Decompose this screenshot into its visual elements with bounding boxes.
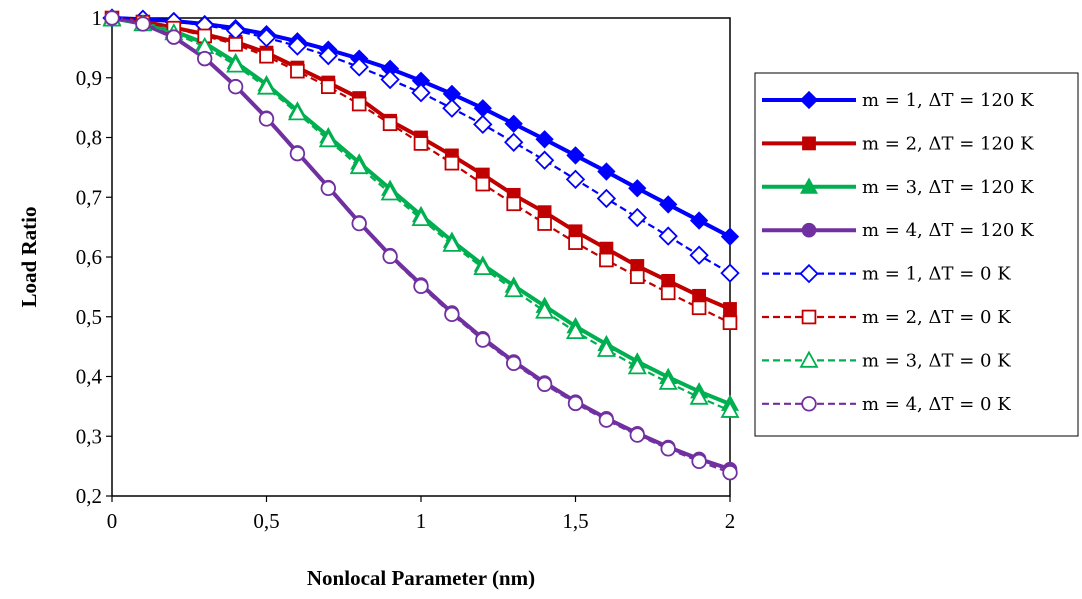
y-tick-label: 0,9 (76, 66, 102, 90)
circle-marker (569, 397, 583, 411)
circle-marker (198, 52, 212, 66)
legend-label: m = 3, ΔT = 120 K (862, 177, 1034, 198)
square-marker (803, 311, 816, 324)
square-marker (322, 80, 335, 93)
y-axis: 0,2 0,3 0,4 0,5 0,6 0,7 0,8 0,9 1 (76, 6, 112, 508)
circle-marker (723, 466, 737, 480)
legend-label: m = 2, ΔT = 120 K (862, 133, 1034, 154)
square-marker (569, 236, 582, 249)
x-tick-label: 2 (725, 509, 736, 533)
square-marker (260, 50, 273, 63)
circle-marker (291, 147, 305, 161)
y-tick-label: 0,5 (76, 305, 102, 329)
circle-marker (260, 112, 274, 126)
circle-marker (476, 333, 490, 347)
circle-marker (322, 181, 336, 195)
legend-label: m = 1, ΔT = 120 K (862, 90, 1034, 111)
circle-marker (692, 455, 706, 469)
circle-marker (661, 442, 675, 456)
square-marker (384, 117, 397, 130)
y-tick-label: 0,7 (76, 185, 102, 209)
x-tick-label: 0,5 (253, 509, 279, 533)
x-axis-title: Nonlocal Parameter (nm) (307, 566, 535, 590)
y-axis-title: Load Ratio (17, 207, 41, 308)
square-marker (538, 217, 551, 230)
square-marker (662, 275, 674, 287)
circle-marker (802, 397, 816, 411)
y-tick-label: 1 (92, 6, 103, 30)
circle-marker (383, 250, 397, 264)
circle-marker (445, 308, 459, 322)
y-tick-label: 0,3 (76, 424, 102, 448)
circle-marker (600, 413, 614, 427)
circle-marker (105, 11, 119, 25)
circle-marker (229, 80, 243, 94)
circle-marker (538, 377, 552, 391)
legend-label: m = 4, ΔT = 0 K (862, 394, 1011, 415)
square-marker (631, 270, 644, 283)
circle-marker (352, 217, 366, 231)
square-marker (476, 178, 489, 191)
square-marker (693, 301, 706, 314)
circle-marker (414, 279, 428, 293)
square-marker (724, 303, 736, 315)
legend-label: m = 3, ΔT = 0 K (862, 350, 1011, 371)
square-marker (446, 157, 459, 170)
square-marker (507, 197, 520, 210)
square-marker (291, 65, 304, 78)
square-marker (229, 38, 242, 51)
square-marker (803, 137, 815, 149)
circle-marker (631, 428, 645, 442)
circle-marker (136, 17, 150, 31)
x-tick-label: 0 (107, 509, 118, 533)
square-marker (662, 286, 675, 299)
square-marker (724, 316, 737, 329)
square-marker (600, 254, 613, 267)
circle-marker (803, 224, 816, 237)
square-marker (415, 137, 428, 150)
x-tick-label: 1,5 (562, 509, 588, 533)
y-tick-label: 0,4 (76, 365, 103, 389)
x-axis: 0 0,5 1 1,5 2 (107, 496, 736, 533)
y-tick-label: 0,8 (76, 126, 102, 150)
square-marker (693, 290, 705, 302)
square-marker (353, 98, 366, 111)
circle-marker (167, 30, 181, 44)
y-tick-label: 0,6 (76, 245, 102, 269)
circle-marker (507, 357, 521, 371)
x-tick-label: 1 (416, 509, 427, 533)
y-tick-label: 0,2 (76, 484, 102, 508)
legend-label: m = 2, ΔT = 0 K (862, 307, 1011, 328)
legend-label: m = 1, ΔT = 0 K (862, 264, 1011, 285)
legend-box (755, 73, 1078, 436)
legend-label: m = 4, ΔT = 120 K (862, 220, 1034, 241)
